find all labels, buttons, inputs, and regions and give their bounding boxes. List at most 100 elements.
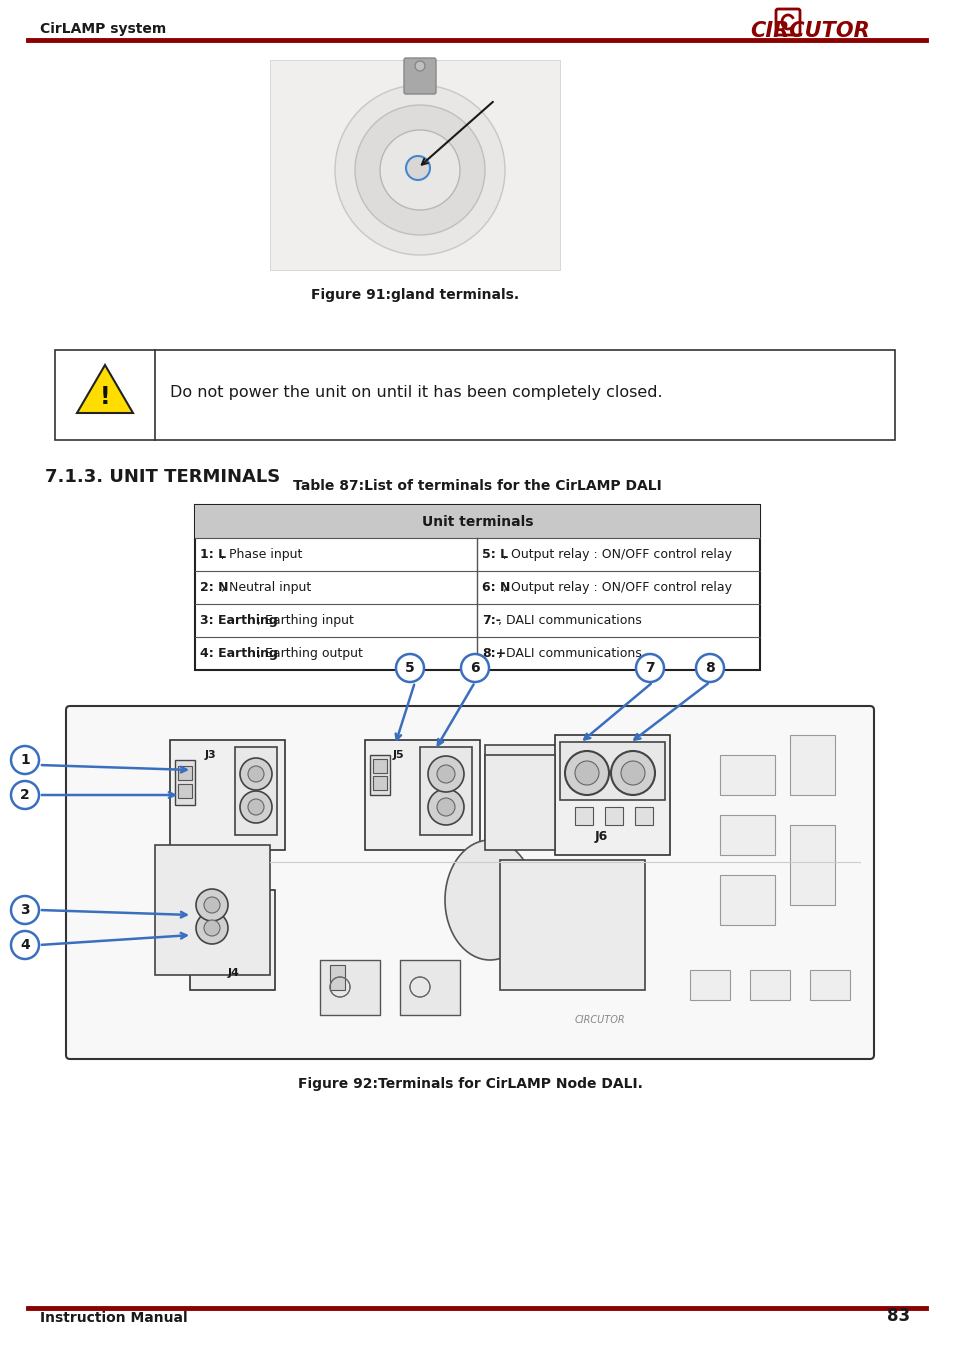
Bar: [178, 765, 192, 780]
Text: , Output relay : ON/OFF control relay: , Output relay : ON/OFF control relay: [503, 548, 732, 562]
Circle shape: [696, 653, 723, 682]
Bar: [484, 745, 595, 840]
Bar: [330, 965, 345, 990]
Circle shape: [240, 791, 272, 823]
Bar: [499, 860, 644, 990]
Bar: [575, 807, 593, 825]
Bar: [174, 760, 194, 805]
Bar: [373, 776, 387, 790]
Polygon shape: [77, 364, 132, 413]
Circle shape: [620, 761, 644, 784]
Text: , Phase input: , Phase input: [220, 548, 302, 562]
Text: 2: 2: [20, 788, 30, 802]
Circle shape: [564, 751, 608, 795]
Text: CirLAMP system: CirLAMP system: [40, 22, 166, 36]
Bar: [720, 815, 774, 855]
Text: 6: 6: [470, 662, 479, 675]
Circle shape: [195, 913, 228, 944]
Circle shape: [11, 782, 39, 809]
Bar: [484, 755, 555, 850]
Bar: [319, 960, 379, 1015]
Circle shape: [436, 765, 455, 783]
Circle shape: [248, 799, 264, 815]
Circle shape: [11, 896, 39, 923]
Circle shape: [195, 890, 228, 921]
Circle shape: [428, 756, 463, 792]
Text: J6: J6: [595, 830, 608, 842]
Text: 7.1.3. UNIT TERMINALS: 7.1.3. UNIT TERMINALS: [45, 468, 280, 486]
Text: J5: J5: [393, 751, 404, 760]
Bar: [194, 505, 760, 539]
Text: 4: Earthing: 4: Earthing: [200, 647, 277, 660]
Bar: [399, 960, 459, 1015]
Circle shape: [395, 653, 423, 682]
Bar: [240, 902, 265, 932]
Bar: [419, 747, 472, 836]
Text: J3: J3: [205, 751, 216, 760]
Text: Unit terminals: Unit terminals: [421, 514, 533, 528]
Bar: [689, 971, 729, 1000]
Bar: [749, 971, 789, 1000]
Circle shape: [11, 747, 39, 774]
Text: 7:-: 7:-: [482, 614, 501, 626]
Circle shape: [335, 85, 504, 255]
Bar: [373, 759, 387, 774]
Text: 5: 5: [405, 662, 415, 675]
Text: 8:+: 8:+: [482, 647, 506, 660]
Bar: [190, 890, 274, 990]
Text: Instruction Manual: Instruction Manual: [40, 1311, 188, 1324]
Text: 1: L: 1: L: [200, 548, 226, 562]
Circle shape: [436, 798, 455, 815]
Bar: [154, 845, 270, 975]
Circle shape: [415, 61, 424, 72]
Text: 7: 7: [644, 662, 654, 675]
Circle shape: [428, 788, 463, 825]
Circle shape: [406, 157, 430, 180]
Text: 1: 1: [20, 753, 30, 767]
Text: !: !: [99, 385, 111, 409]
Bar: [789, 734, 834, 795]
Text: 83: 83: [886, 1307, 909, 1324]
Text: 3: 3: [20, 903, 30, 917]
Text: Figure 92:Terminals for CirLAMP Node DALI.: Figure 92:Terminals for CirLAMP Node DAL…: [297, 1077, 641, 1091]
Bar: [170, 740, 285, 850]
Circle shape: [460, 653, 489, 682]
Bar: [720, 755, 774, 795]
Bar: [555, 734, 669, 855]
Text: 2: N: 2: N: [200, 580, 229, 594]
Circle shape: [248, 765, 264, 782]
Bar: [370, 755, 390, 795]
Circle shape: [240, 757, 272, 790]
Bar: [720, 875, 774, 925]
Text: , Output relay : ON/OFF control relay: , Output relay : ON/OFF control relay: [503, 580, 732, 594]
Bar: [234, 747, 276, 836]
Bar: [789, 825, 834, 905]
Text: , Earthing output: , Earthing output: [257, 647, 363, 660]
Circle shape: [355, 105, 484, 235]
Text: 6: N: 6: N: [482, 580, 511, 594]
Bar: [178, 784, 192, 798]
Text: , DALI communications: , DALI communications: [497, 614, 641, 626]
Text: 5: L: 5: L: [482, 548, 508, 562]
Text: , DALI communications: , DALI communications: [497, 647, 641, 660]
Circle shape: [379, 130, 459, 211]
Circle shape: [610, 751, 655, 795]
Text: Do not power the unit on until it has been completely closed.: Do not power the unit on until it has be…: [170, 385, 662, 400]
Bar: [635, 807, 652, 825]
Text: Figure 91:gland terminals.: Figure 91:gland terminals.: [311, 288, 518, 302]
Bar: [809, 971, 849, 1000]
Bar: [365, 740, 479, 850]
Text: J4: J4: [228, 968, 239, 977]
Text: Table 87:List of terminals for the CirLAMP DALI: Table 87:List of terminals for the CirLA…: [293, 479, 661, 493]
Circle shape: [636, 653, 663, 682]
Text: 4: 4: [20, 938, 30, 952]
Text: CIRCUTOR: CIRCUTOR: [749, 22, 869, 40]
FancyBboxPatch shape: [775, 9, 800, 35]
Circle shape: [575, 761, 598, 784]
FancyBboxPatch shape: [403, 58, 436, 95]
Text: CIRCUTOR: CIRCUTOR: [574, 1015, 624, 1025]
Bar: [604, 807, 622, 825]
Text: , Neutral input: , Neutral input: [220, 580, 311, 594]
Circle shape: [11, 931, 39, 958]
Ellipse shape: [444, 840, 535, 960]
